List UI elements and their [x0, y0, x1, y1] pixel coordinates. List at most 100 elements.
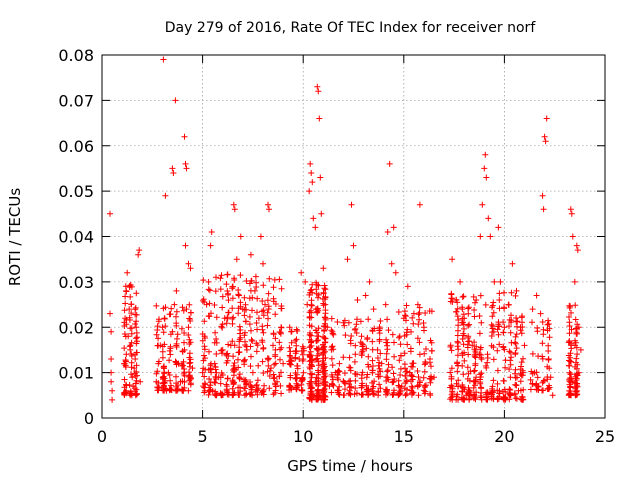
data-point: [260, 344, 267, 351]
data-point: [489, 329, 496, 336]
data-point: [364, 386, 371, 393]
data-point: [123, 321, 130, 328]
data-point: [520, 386, 527, 393]
data-point: [272, 311, 279, 318]
data-point: [378, 360, 385, 367]
data-point: [180, 362, 186, 369]
data-point: [336, 391, 343, 398]
data-point: [247, 363, 254, 370]
data-point: [260, 282, 267, 289]
data-point: [415, 392, 422, 399]
data-point: [200, 277, 207, 284]
data-point: [403, 302, 410, 309]
data-point: [574, 247, 581, 254]
data-point: [160, 363, 167, 370]
data-point: [410, 310, 417, 317]
data-point: [572, 302, 579, 309]
data-point: [132, 311, 139, 318]
data-point: [265, 306, 272, 312]
data-point: [386, 160, 393, 167]
data-point: [542, 138, 549, 145]
data-point: [253, 279, 260, 286]
data-point: [383, 336, 390, 343]
data-point: [128, 325, 135, 332]
data-point: [286, 352, 293, 359]
data-point: [520, 355, 526, 362]
data-point: [173, 373, 179, 380]
data-point: [334, 319, 341, 325]
data-point: [489, 313, 496, 320]
data-point: [469, 342, 476, 349]
data-point: [133, 368, 140, 375]
data-point: [181, 369, 188, 376]
data-point: [181, 133, 188, 140]
data-point: [414, 301, 421, 308]
data-point: [540, 331, 547, 338]
data-point: [235, 356, 241, 363]
data-point: [206, 376, 213, 382]
data-point: [391, 376, 398, 382]
data-point: [478, 319, 485, 326]
data-point: [277, 356, 283, 363]
data-point: [254, 326, 261, 333]
data-point: [259, 298, 266, 304]
data-point: [455, 322, 462, 329]
data-point: [466, 338, 473, 345]
data-point: [427, 379, 434, 386]
data-point: [212, 288, 219, 295]
data-point: [246, 321, 253, 328]
data-point: [369, 328, 376, 335]
data-point: [208, 229, 215, 235]
data-point: [546, 334, 553, 341]
data-point: [212, 379, 219, 386]
data-point: [292, 354, 299, 361]
data-point: [219, 372, 226, 378]
data-point: [454, 313, 461, 320]
data-point: [159, 348, 166, 355]
data-point: [300, 345, 307, 352]
data-point: [187, 318, 194, 324]
data-point: [539, 387, 545, 394]
data-point: [403, 390, 410, 397]
data-point: [310, 392, 317, 399]
data-point: [347, 337, 354, 344]
data-point: [489, 304, 495, 311]
data-point: [168, 382, 174, 389]
data-point: [496, 305, 503, 312]
data-point: [483, 174, 490, 181]
data-point: [320, 265, 327, 272]
data-point: [315, 88, 322, 95]
data-point: [314, 83, 321, 90]
data-point: [199, 297, 206, 304]
data-point: [288, 339, 295, 346]
data-point: [496, 341, 503, 348]
data-point: [215, 374, 222, 381]
data-point: [547, 374, 554, 381]
data-point: [529, 380, 536, 387]
data-point: [165, 369, 172, 376]
data-point: [133, 349, 140, 356]
data-point: [306, 291, 313, 298]
x-tick-label: 5: [198, 427, 208, 446]
data-point: [389, 331, 396, 338]
data-point: [341, 322, 348, 329]
data-point: [308, 302, 315, 309]
data-point: [370, 306, 377, 313]
data-point: [406, 369, 413, 376]
data-point: [320, 289, 327, 296]
data-point: [346, 378, 352, 385]
data-point: [298, 269, 305, 276]
data-point: [464, 364, 471, 371]
data-point: [471, 367, 478, 374]
data-point: [466, 377, 473, 384]
data-point: [347, 377, 354, 384]
data-point: [157, 342, 164, 349]
data-point: [545, 321, 552, 327]
data-point: [293, 326, 300, 333]
data-point: [187, 265, 194, 272]
data-point: [229, 385, 236, 392]
data-point: [183, 306, 190, 313]
data-point: [272, 335, 279, 342]
data-point: [278, 285, 285, 292]
data-point: [448, 365, 455, 372]
